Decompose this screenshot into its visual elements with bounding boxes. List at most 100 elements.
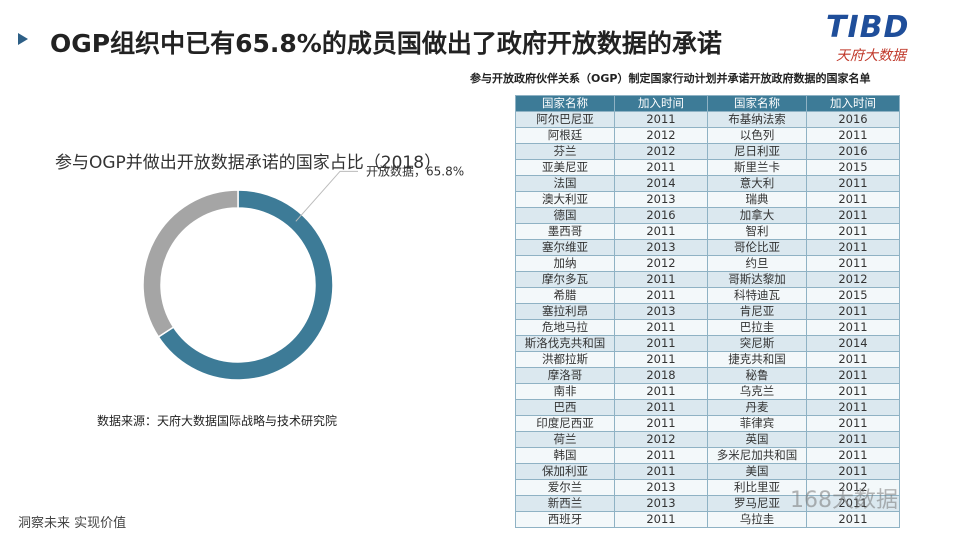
- table-cell: 加拿大: [707, 207, 807, 224]
- table-row: 塞尔维亚 2013 哥伦比亚 2011: [515, 239, 900, 256]
- table-cell: 哥斯达黎加: [707, 271, 807, 288]
- table-cell: 美国: [707, 463, 807, 480]
- table-cell: 2012: [806, 479, 900, 496]
- table-cell: 2011: [806, 351, 900, 368]
- donut-chart: 开放数据，65.8%: [142, 163, 464, 381]
- table-cell: 丹麦: [707, 399, 807, 416]
- table-row: 澳大利亚 2013 瑞典 2011: [515, 191, 900, 208]
- table-row: 芬兰 2012 尼日利亚 2016: [515, 143, 900, 160]
- table-cell: 科特迪瓦: [707, 287, 807, 304]
- donut-slice: [157, 189, 334, 381]
- table-row: 阿尔巴尼亚 2011 布基纳法索 2016: [515, 111, 900, 128]
- country-table: 国家名称 加入时间 国家名称 加入时间 阿尔巴尼亚 2011 布基纳法索 2016 阿根廷 201…: [515, 95, 900, 528]
- table-row: 希腊 2011 科特迪瓦 2015: [515, 287, 900, 304]
- table-cell: 2011: [806, 175, 900, 192]
- table-cell: 菲律宾: [707, 415, 807, 432]
- table-cell: 韩国: [515, 447, 615, 464]
- table-cell: 洪都拉斯: [515, 351, 615, 368]
- slide-title: OGP组织中已有65.8%的成员国做出了政府开放数据的承诺: [50, 29, 722, 58]
- table-cell: 2011: [806, 399, 900, 416]
- table-cell: 2011: [806, 495, 900, 512]
- table-cell: 2011: [614, 319, 708, 336]
- table-cell: 2015: [806, 287, 900, 304]
- table-row: 摩洛哥 2018 秘鲁 2011: [515, 367, 900, 384]
- table-cell: 2018: [614, 367, 708, 384]
- table-row: 爱尔兰 2013 利比里亚 2012: [515, 479, 900, 496]
- table-cell: 2015: [806, 159, 900, 176]
- table-cell: 德国: [515, 207, 615, 224]
- table-cell: 爱尔兰: [515, 479, 615, 496]
- table-cell: 2011: [806, 511, 900, 528]
- table-cell: 哥伦比亚: [707, 239, 807, 256]
- table-row: 印度尼西亚 2011 菲律宾 2011: [515, 415, 900, 432]
- table-cell: 2011: [806, 415, 900, 432]
- table-cell: 尼日利亚: [707, 143, 807, 160]
- table-cell: 2011: [614, 463, 708, 480]
- table-cell: 巴拉圭: [707, 319, 807, 336]
- table-row: 西班牙 2011 乌拉圭 2011: [515, 511, 900, 528]
- table-cell: 2012: [806, 271, 900, 288]
- table-cell: 新西兰: [515, 495, 615, 512]
- table-row: 亚美尼亚 2011 斯里兰卡 2015: [515, 159, 900, 176]
- table-cell: 危地马拉: [515, 319, 615, 336]
- table-row: 新西兰 2013 罗马尼亚 2011: [515, 495, 900, 512]
- table-cell: 2013: [614, 479, 708, 496]
- table-cell: 意大利: [707, 175, 807, 192]
- table-cell: 以色列: [707, 127, 807, 144]
- table-cell: 2011: [806, 255, 900, 272]
- table-cell: 阿尔巴尼亚: [515, 111, 615, 128]
- table-cell: 布基纳法索: [707, 111, 807, 128]
- table-cell: 2011: [614, 415, 708, 432]
- footer: 洞察未来 实现价值: [18, 516, 127, 531]
- table-row: 法国 2014 意大利 2011: [515, 175, 900, 192]
- table-cell: 肯尼亚: [707, 303, 807, 320]
- table-cell: 乌克兰: [707, 383, 807, 400]
- table-row: 南非 2011 乌克兰 2011: [515, 383, 900, 400]
- table-cell: 2011: [614, 383, 708, 400]
- table-row: 荷兰 2012 英国 2011: [515, 431, 900, 448]
- table-cell: 乌拉圭: [707, 511, 807, 528]
- table-row: 巴西 2011 丹麦 2011: [515, 399, 900, 416]
- table-header-cell: 国家名称: [515, 95, 615, 112]
- table-cell: 加纳: [515, 255, 615, 272]
- table-row: 洪都拉斯 2011 捷克共和国 2011: [515, 351, 900, 368]
- table-cell: 印度尼西亚: [515, 415, 615, 432]
- table-cell: 塞拉利昂: [515, 303, 615, 320]
- table-cell: 突尼斯: [707, 335, 807, 352]
- table-cell: 罗马尼亚: [707, 495, 807, 512]
- table-cell: 希腊: [515, 287, 615, 304]
- table-header-cell: 加入时间: [614, 95, 708, 112]
- table-row: 斯洛伐克共和国 2011 突尼斯 2014: [515, 335, 900, 352]
- table-cell: 2011: [614, 511, 708, 528]
- table-cell: 2013: [614, 191, 708, 208]
- table-cell: 2011: [806, 191, 900, 208]
- table-cell: 塞尔维亚: [515, 239, 615, 256]
- table-cell: 斯洛伐克共和国: [515, 335, 615, 352]
- table-cell: 2011: [806, 383, 900, 400]
- watermark: 168大数据: [790, 488, 898, 513]
- table-header-cell: 国家名称: [707, 95, 807, 112]
- table-cell: 多米尼加共和国: [707, 447, 807, 464]
- table-cell: 2016: [806, 111, 900, 128]
- table-cell: 亚美尼亚: [515, 159, 615, 176]
- table-cell: 2012: [614, 127, 708, 144]
- table-cell: 荷兰: [515, 431, 615, 448]
- table-cell: 2014: [614, 175, 708, 192]
- table-cell: 2011: [806, 127, 900, 144]
- table-cell: 2011: [806, 207, 900, 224]
- table-cell: 2011: [614, 351, 708, 368]
- table-cell: 2011: [806, 367, 900, 384]
- bullet: [18, 33, 28, 45]
- table-cell: 2014: [806, 335, 900, 352]
- table-cell: 2013: [614, 239, 708, 256]
- table-cell: 阿根廷: [515, 127, 615, 144]
- table-cell: 法国: [515, 175, 615, 192]
- table-cell: 澳大利亚: [515, 191, 615, 208]
- table-header-cell: 加入时间: [806, 95, 900, 112]
- data-label: 开放数据，65.8%: [366, 163, 464, 178]
- logo: TIBD: [826, 10, 910, 45]
- table-cell: 2011: [806, 303, 900, 320]
- table-cell: 2011: [806, 447, 900, 464]
- table-cell: 英国: [707, 431, 807, 448]
